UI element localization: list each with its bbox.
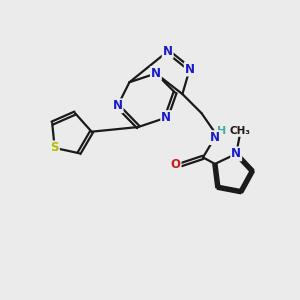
Text: S: S — [50, 141, 59, 154]
Text: N: N — [231, 147, 241, 161]
Text: H: H — [217, 126, 226, 136]
Text: N: N — [163, 45, 173, 58]
Text: N: N — [161, 111, 171, 124]
Text: N: N — [151, 67, 161, 80]
Text: O: O — [171, 158, 181, 171]
Text: N: N — [210, 131, 220, 144]
Text: CH₃: CH₃ — [229, 126, 250, 136]
Text: N: N — [185, 62, 195, 76]
Text: N: N — [112, 99, 123, 112]
